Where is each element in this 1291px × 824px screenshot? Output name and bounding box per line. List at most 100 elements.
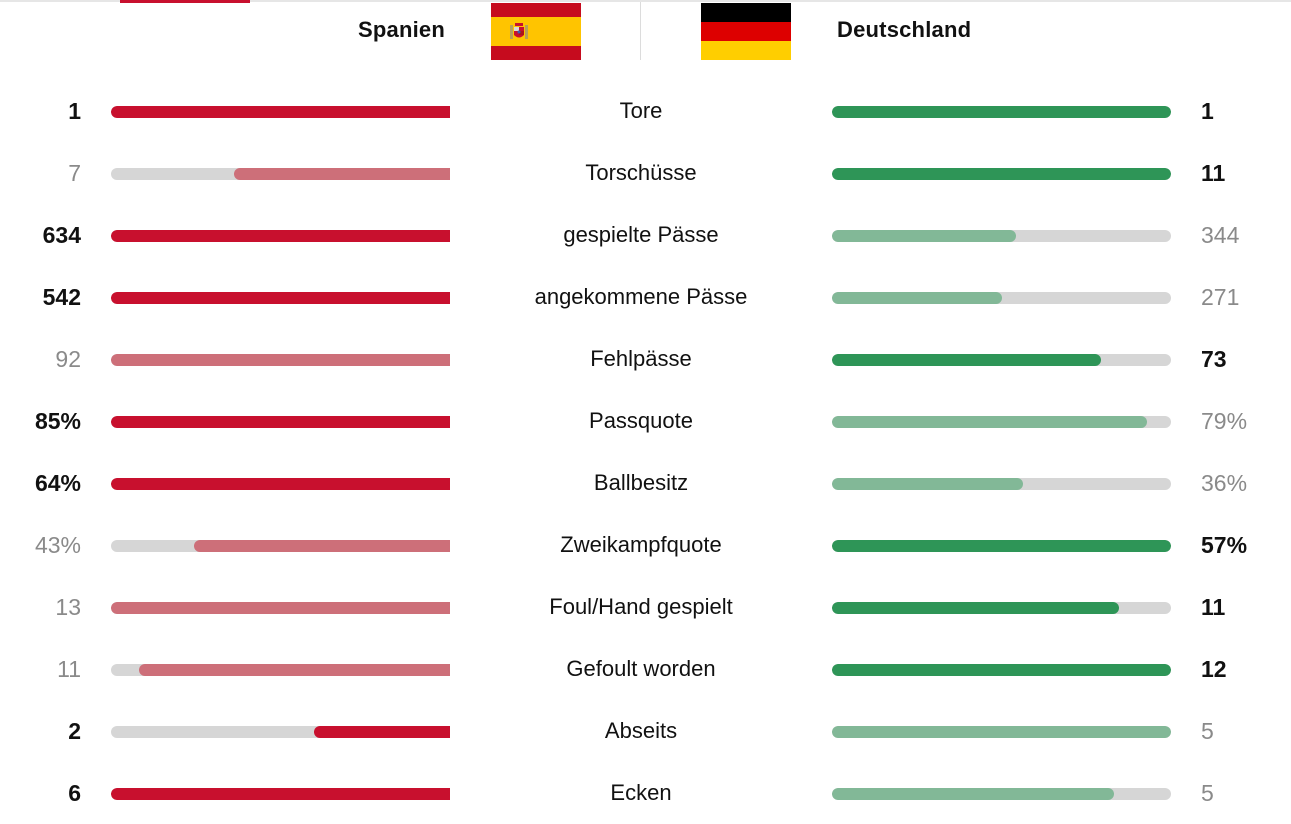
away-stat-value: 5 [1201, 780, 1214, 806]
away-stat-value: 73 [1201, 346, 1227, 372]
stat-label: Ballbesitz [593, 470, 689, 495]
away-stat-bar [832, 478, 1171, 490]
home-stat-value: 634 [42, 222, 81, 248]
away-stat-bar-fill [832, 106, 1171, 118]
home-stat-value: 43% [34, 532, 81, 558]
home-stat-bar-fill [139, 664, 450, 676]
home-stat-bar [111, 106, 450, 118]
home-stat-bar [111, 788, 450, 800]
match-stats-list: 1 Tore 1 7 Torschüsse 11 634 gespielte Pässe 344… [0, 80, 1291, 824]
away-stat-value: 344 [1201, 222, 1240, 248]
home-stat-value: 1 [68, 98, 81, 124]
away-stat-value: 12 [1201, 656, 1227, 682]
away-stat-bar-fill [832, 478, 1023, 490]
home-stat-bar-fill [314, 726, 450, 738]
stat-label: Abseits [604, 718, 678, 743]
home-team-name: Spanien [358, 17, 445, 42]
germany-flag-icon [701, 3, 791, 60]
home-stat-bar [111, 354, 450, 366]
away-stat-value: 271 [1201, 284, 1240, 310]
away-stat-bar-fill [832, 726, 1171, 738]
stat-label: Foul/Hand gespielt [549, 594, 733, 619]
away-stat-value: 57% [1201, 532, 1248, 558]
home-stat-bar [111, 664, 450, 676]
away-stat-value: 11 [1201, 160, 1226, 186]
stat-label: Gefoult worden [566, 656, 716, 681]
active-tab-indicator [120, 0, 250, 3]
home-stat-value: 85% [34, 408, 81, 434]
away-stat-bar [832, 788, 1171, 800]
home-stat-bar-fill [194, 540, 450, 552]
stat-label: Tore [619, 98, 663, 123]
away-stat-bar [832, 230, 1171, 242]
home-stat-value: 11 [57, 656, 81, 682]
home-stat-bar-fill [111, 106, 450, 118]
away-stat-bar-fill [832, 292, 1002, 304]
away-stat-bar [832, 168, 1171, 180]
away-stat-value: 36% [1201, 470, 1248, 496]
home-stat-value: 7 [68, 160, 81, 186]
stat-row: 85% Passquote 79% [0, 390, 1291, 452]
home-stat-bar-fill [111, 292, 450, 304]
away-stat-value: 5 [1201, 718, 1214, 744]
home-stat-bar [111, 230, 450, 242]
away-stat-bar [832, 106, 1171, 118]
home-stat-bar-fill [111, 478, 450, 490]
home-stat-value: 13 [55, 594, 81, 620]
home-stat-bar [111, 416, 450, 428]
stat-row: 2 Abseits 5 [0, 700, 1291, 762]
stat-row: 92 Fehlpässe 73 [0, 328, 1291, 390]
home-stat-bar [111, 726, 450, 738]
stat-row: 11 Gefoult worden 12 [0, 638, 1291, 700]
away-stat-bar-fill [832, 168, 1171, 180]
home-stat-bar-fill [111, 602, 450, 614]
home-stat-bar [111, 168, 450, 180]
away-stat-bar [832, 540, 1171, 552]
away-stat-value: 11 [1201, 594, 1226, 620]
stat-label: Zweikampfquote [560, 532, 722, 557]
stat-row: 13 Foul/Hand gespielt 11 [0, 576, 1291, 638]
stat-row: 1 Tore 1 [0, 80, 1291, 142]
home-stat-bar-fill [234, 168, 450, 180]
coat-of-arms-icon [510, 23, 528, 39]
top-border [0, 0, 1291, 2]
home-stat-value: 2 [68, 718, 81, 744]
away-stat-value: 79% [1201, 408, 1248, 434]
stat-label: Ecken [610, 780, 672, 805]
home-stat-value: 542 [42, 284, 81, 310]
home-stat-bar-fill [111, 416, 450, 428]
stat-row: 6 Ecken 5 [0, 762, 1291, 824]
home-stat-bar [111, 478, 450, 490]
stat-row: 542 angekommene Pässe 271 [0, 266, 1291, 328]
stat-label: Torschüsse [585, 160, 697, 185]
stat-label: gespielte Pässe [563, 222, 719, 247]
home-stat-bar [111, 292, 450, 304]
away-stat-bar-fill [832, 354, 1101, 366]
away-stat-bar-fill [832, 416, 1147, 428]
away-stat-bar [832, 292, 1171, 304]
home-stat-value: 6 [68, 780, 81, 806]
home-stat-bar-fill [111, 230, 450, 242]
stat-label: angekommene Pässe [534, 284, 748, 309]
away-team-name: Deutschland [837, 17, 972, 42]
away-stat-bar [832, 416, 1171, 428]
home-stat-value: 92 [55, 346, 81, 372]
stat-row: 43% Zweikampfquote 57% [0, 514, 1291, 576]
spain-flag-icon [491, 3, 581, 60]
away-stat-value: 1 [1201, 98, 1214, 124]
stat-row: 64% Ballbesitz 36% [0, 452, 1291, 514]
stat-label: Passquote [589, 408, 693, 433]
home-stat-bar [111, 602, 450, 614]
home-stat-bar-fill [111, 788, 450, 800]
away-stat-bar [832, 664, 1171, 676]
stat-row: 634 gespielte Pässe 344 [0, 204, 1291, 266]
home-stat-value: 64% [34, 470, 81, 496]
stat-row: 7 Torschüsse 11 [0, 142, 1291, 204]
away-stat-bar [832, 354, 1171, 366]
away-stat-bar-fill [832, 788, 1115, 800]
away-stat-bar-fill [832, 664, 1171, 676]
away-stat-bar-fill [832, 602, 1119, 614]
stat-label: Fehlpässe [590, 346, 692, 371]
away-stat-bar-fill [832, 540, 1171, 552]
away-stat-bar-fill [832, 230, 1017, 242]
